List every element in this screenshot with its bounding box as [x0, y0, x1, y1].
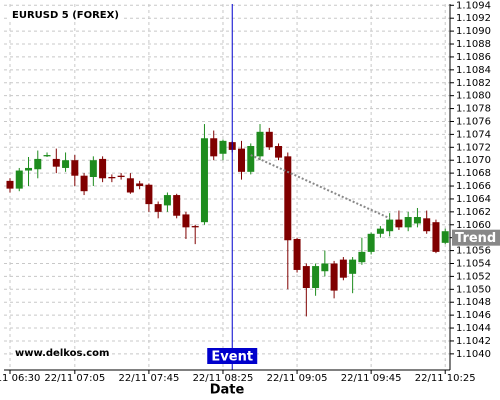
- trend-label: Trend: [455, 231, 496, 246]
- watermark: www.delkos.com: [15, 348, 109, 359]
- trend-line: [250, 154, 391, 220]
- y-tick-label: 1.1050: [456, 284, 491, 295]
- candle-body: [173, 195, 181, 216]
- x-tick-label: 22/11 07:05: [44, 373, 105, 384]
- trend-label-bg: [452, 229, 500, 246]
- y-tick-label: 1.1040: [456, 349, 491, 360]
- y-tick-label: 1.1064: [456, 194, 491, 205]
- y-tick-label: 1.1052: [456, 271, 491, 282]
- candle-body: [154, 204, 162, 212]
- candle-body: [238, 148, 245, 172]
- y-tick-label: 1.1068: [456, 168, 491, 179]
- candle-body: [136, 183, 144, 187]
- y-tick-label: 1.1066: [456, 181, 491, 192]
- candle-body: [145, 184, 153, 205]
- title-bg: [9, 8, 121, 22]
- candles: [6, 124, 449, 317]
- candle-body: [275, 146, 283, 158]
- x-tick-label: 22/11 07:45: [118, 373, 179, 384]
- candle-body: [256, 131, 264, 157]
- y-tick-label: 1.1048: [456, 297, 491, 308]
- candle-body: [34, 158, 42, 170]
- y-tick-label: 1.1072: [456, 142, 491, 153]
- candle-body: [321, 263, 329, 272]
- candle-body: [108, 176, 116, 179]
- candle-body: [312, 266, 320, 289]
- candle-body: [330, 263, 338, 291]
- y-tick-label: 1.1082: [456, 78, 491, 89]
- y-tick-label: 1.1070: [456, 155, 491, 166]
- x-tick-label: 22/11 09:45: [341, 373, 402, 384]
- candle-body: [339, 259, 347, 278]
- candle-body: [395, 219, 403, 228]
- x-tick-label: 22/11 09:05: [267, 373, 328, 384]
- x-tick-label: 22/11 06:30: [0, 373, 40, 384]
- y-tick-label: 1.1088: [456, 39, 491, 50]
- overlay: [231, 4, 391, 370]
- y-tick-label: 1.1046: [456, 310, 491, 321]
- candle-body: [302, 266, 310, 289]
- candle-body: [423, 218, 431, 232]
- candle-body: [219, 140, 227, 154]
- y-tick-label: 1.1042: [456, 336, 491, 347]
- candle-body: [349, 259, 357, 274]
- y-tick-label: 1.1078: [456, 104, 491, 115]
- y-tick-label: 1.1094: [456, 0, 491, 11]
- y-tick-label: 1.1084: [456, 65, 491, 76]
- candle-body: [6, 180, 14, 189]
- x-tick-label: 22/11 10:25: [415, 373, 476, 384]
- candle-body: [182, 214, 190, 228]
- event-label-bg: [207, 348, 258, 364]
- candle-body: [99, 158, 107, 179]
- y-tick-label: 1.1044: [456, 323, 491, 334]
- candle-body: [358, 251, 366, 263]
- candle-body: [293, 238, 301, 270]
- y-tick-label: 1.1062: [456, 207, 491, 218]
- candle-body: [413, 217, 421, 224]
- candle-body: [126, 178, 134, 193]
- y-tick-label: 1.1056: [456, 246, 491, 257]
- candle-body: [191, 226, 199, 228]
- candle-body: [432, 222, 440, 252]
- candle-body: [284, 156, 292, 241]
- candle-body: [15, 170, 23, 189]
- candle-body: [89, 160, 97, 177]
- candle-body: [247, 146, 255, 172]
- candle-body: [376, 228, 384, 234]
- x-tick-label: 22/11 08:25: [193, 373, 254, 384]
- candle-body: [117, 175, 125, 177]
- grid: [4, 4, 450, 370]
- candle-body: [71, 160, 79, 176]
- event-label: Event: [211, 350, 253, 365]
- y-tick-label: 1.1092: [456, 13, 491, 24]
- y-tick-label: 1.1080: [456, 91, 491, 102]
- candle-body: [265, 131, 273, 148]
- y-tick-label: 1.1076: [456, 116, 491, 127]
- candle-body: [80, 175, 88, 192]
- y-tick-label: 1.1090: [456, 26, 491, 37]
- y-tick-label: 1.1086: [456, 52, 491, 63]
- x-axis-title: Date: [210, 383, 245, 398]
- candle-body: [386, 219, 394, 232]
- chart-title: EURUSD 5 (FOREX): [12, 10, 119, 21]
- candle-body: [62, 160, 70, 168]
- candle-body: [441, 231, 449, 243]
- candle-body: [367, 233, 375, 252]
- candle-body: [163, 195, 171, 206]
- candle-body: [404, 217, 412, 228]
- y-tick-label: 1.1060: [456, 220, 491, 231]
- candle-body: [43, 155, 51, 157]
- candle-body: [52, 158, 60, 167]
- candle-body: [210, 138, 218, 157]
- y-tick-label: 1.1074: [456, 129, 491, 140]
- candle-body: [200, 138, 208, 223]
- y-tick-label: 1.1054: [456, 258, 491, 269]
- candle-body: [25, 167, 33, 171]
